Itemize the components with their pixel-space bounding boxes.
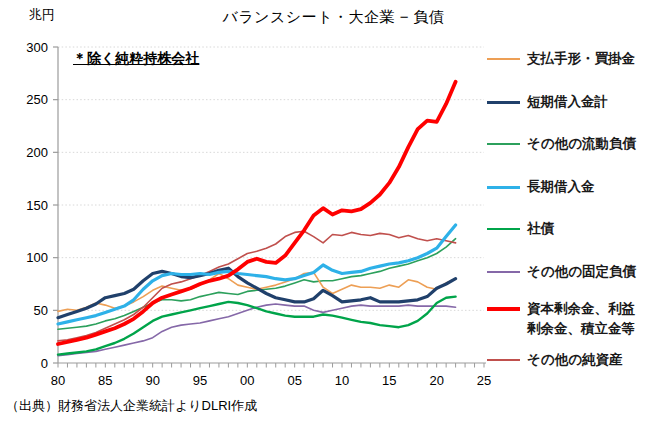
y-tick-label: 300 [26, 40, 48, 55]
y-tick-label: 150 [26, 198, 48, 213]
legend-item-7: その他の純資産 [487, 350, 622, 370]
x-tick-label: 95 [193, 373, 207, 388]
legend: 支払手形・買掛金短期借入金計その他の流動負債長期借入金社債その他の固定負債資本剰… [487, 0, 667, 400]
legend-label: 社債 [527, 219, 554, 239]
x-tick-label: 00 [240, 373, 254, 388]
legend-label: その他の固定負債 [527, 262, 636, 282]
series-line-5 [58, 304, 456, 356]
legend-swatch-line [487, 271, 520, 273]
legend-label: その他の流動負債 [527, 134, 636, 154]
legend-item-6: 資本剰余金、利益 剰余金、積立金等 [487, 299, 635, 339]
legend-label: 短期借入金計 [527, 92, 608, 112]
legend-swatch-line [487, 101, 520, 104]
legend-label: 支払手形・買掛金 [527, 49, 635, 69]
annotation-note: ＊除く純粋持株会社 [73, 50, 199, 68]
x-tick-label: 20 [429, 373, 443, 388]
chart-container: 05010015020025030080859095000510152025 兆… [0, 0, 667, 423]
legend-swatch-line [487, 143, 520, 145]
legend-item-1: 短期借入金計 [487, 92, 608, 112]
legend-swatch-line [487, 307, 520, 311]
legend-label: その他の純資産 [527, 350, 622, 370]
legend-swatch-line [487, 58, 520, 60]
x-tick-label: 80 [51, 373, 65, 388]
source-note: （出典）財務省法人企業統計よりDLRI作成 [6, 397, 257, 415]
y-tick-label: 100 [26, 250, 48, 265]
legend-item-0: 支払手形・買掛金 [487, 49, 635, 69]
legend-item-2: その他の流動負債 [487, 134, 636, 154]
y-tick-label: 0 [41, 356, 48, 371]
y-tick-label: 50 [34, 303, 48, 318]
x-tick-label: 85 [98, 373, 112, 388]
legend-label: 長期借入金 [527, 177, 595, 197]
legend-label: 資本剰余金、利益 剰余金、積立金等 [527, 299, 635, 339]
series-line-6 [58, 82, 456, 344]
legend-item-4: 社債 [487, 219, 554, 239]
series-line-2 [58, 239, 456, 330]
x-tick-label: 15 [382, 373, 396, 388]
x-tick-label: 10 [335, 373, 349, 388]
legend-swatch-line [487, 186, 520, 189]
y-tick-label: 250 [26, 92, 48, 107]
legend-item-5: その他の固定負債 [487, 262, 636, 282]
y-tick-label: 200 [26, 145, 48, 160]
legend-swatch-line [487, 228, 520, 230]
legend-item-3: 長期借入金 [487, 177, 595, 197]
x-tick-label: 90 [145, 373, 159, 388]
x-tick-label: 05 [287, 373, 301, 388]
legend-swatch-line [487, 359, 520, 361]
